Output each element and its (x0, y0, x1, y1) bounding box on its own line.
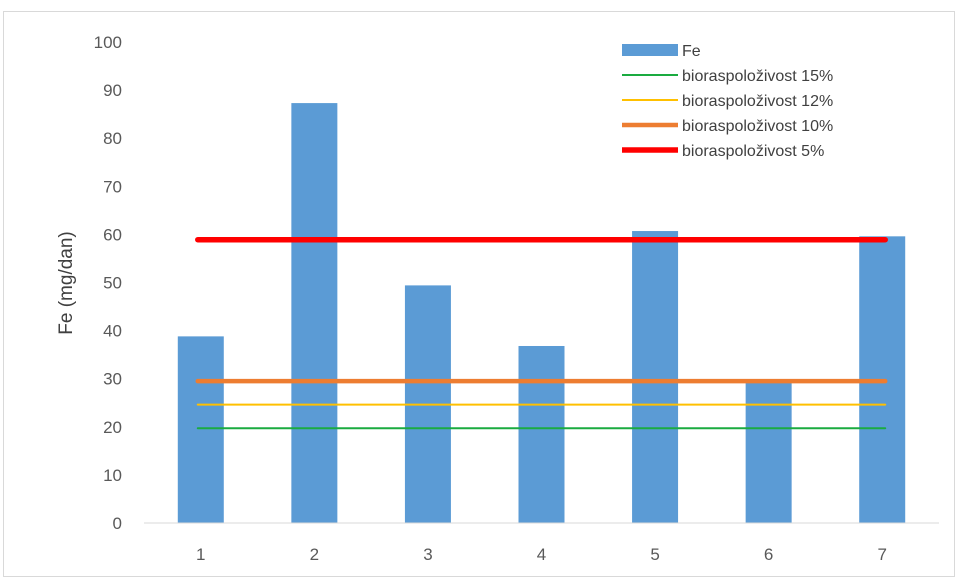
legend-label: bioraspoloživost 15% (682, 68, 833, 85)
y-tick-label: 10 (103, 466, 122, 485)
bar (291, 103, 338, 523)
bars-group (177, 103, 906, 523)
y-tick-label: 90 (103, 81, 122, 100)
x-tick-label: 5 (650, 545, 659, 564)
y-tick-label: 80 (103, 129, 122, 148)
y-tick-label: 60 (103, 225, 122, 244)
y-tick-label: 70 (103, 177, 122, 196)
x-axis-ticks: 1 2 3 4 5 6 7 (196, 545, 887, 564)
y-tick-label: 40 (103, 322, 122, 341)
legend-label: bioraspoloživost 12% (682, 93, 833, 110)
y-axis-title: Fe (mg/dan) (56, 231, 77, 334)
legend: Fe bioraspoloživost 15% bioraspoloživost 1… (622, 43, 833, 160)
legend-label: bioraspoloživost 10% (682, 118, 833, 135)
y-tick-label: 30 (103, 370, 122, 389)
y-tick-label: 50 (103, 274, 122, 293)
bar (518, 345, 565, 523)
x-tick-label: 1 (196, 545, 205, 564)
y-tick-label: 100 (94, 33, 122, 52)
x-tick-label: 4 (537, 545, 546, 564)
x-tick-label: 6 (764, 545, 773, 564)
x-tick-label: 7 (877, 545, 886, 564)
legend-swatch-bar (622, 44, 678, 56)
y-axis-ticks: 0 10 20 30 40 50 60 70 80 90 100 (94, 33, 122, 533)
x-tick-label: 3 (423, 545, 432, 564)
bar (632, 231, 679, 523)
reference-lines-group (195, 236, 888, 430)
y-tick-label: 0 (113, 514, 122, 533)
legend-label: Fe (682, 43, 701, 60)
y-tick-label: 20 (103, 418, 122, 437)
chart-frame (3, 11, 955, 577)
bar (177, 336, 224, 523)
bar (745, 382, 792, 523)
x-tick-label: 2 (310, 545, 319, 564)
legend-label: bioraspoloživost 5% (682, 143, 824, 160)
